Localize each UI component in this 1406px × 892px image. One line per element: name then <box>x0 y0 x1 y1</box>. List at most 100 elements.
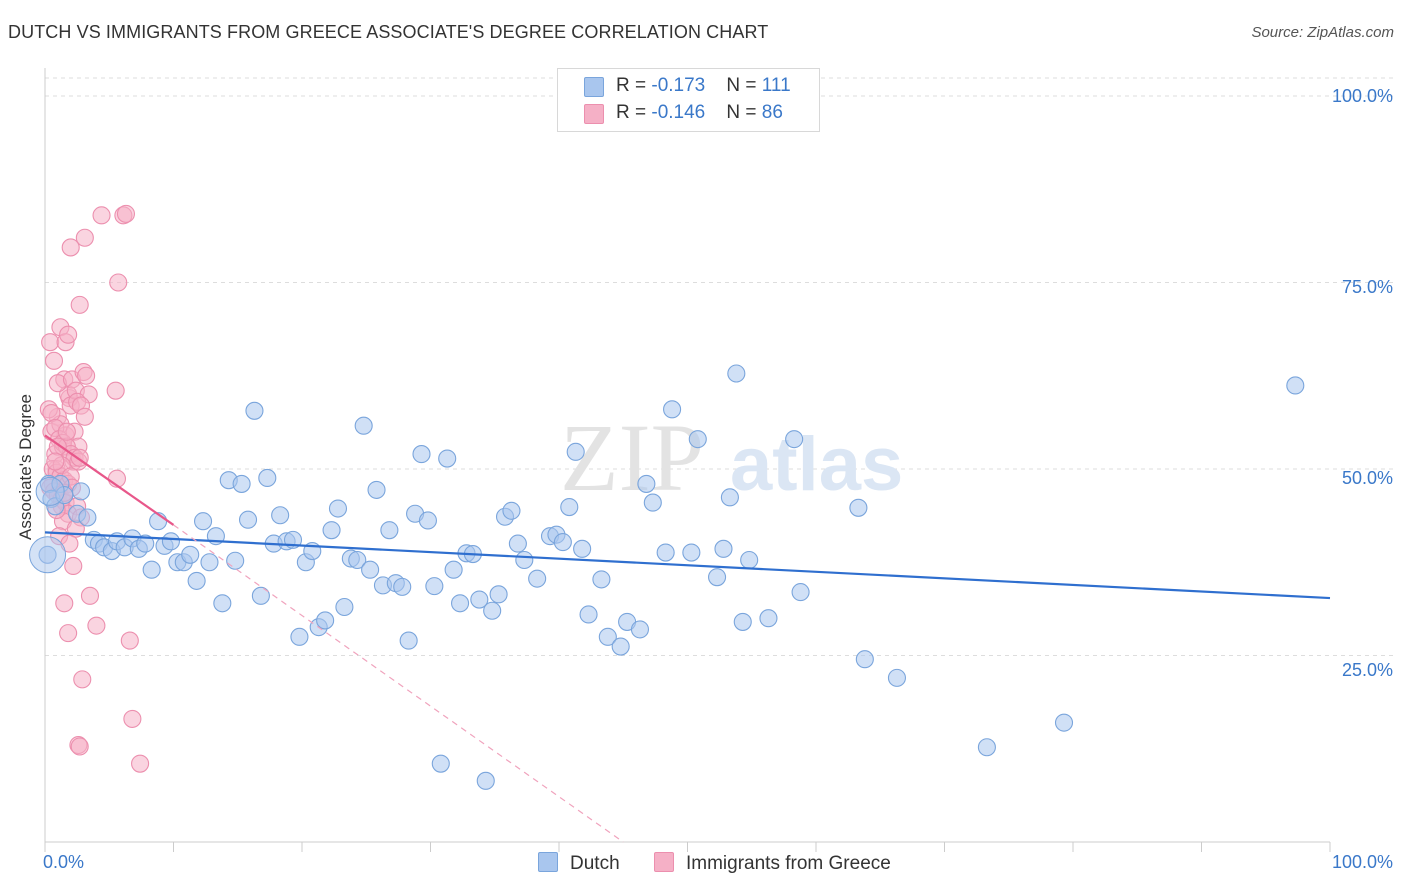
greece-point <box>41 333 60 352</box>
dutch-point <box>977 738 996 757</box>
dutch-point <box>1054 713 1074 732</box>
greece-point <box>46 452 65 471</box>
dutch-trend-line <box>44 531 1331 600</box>
greece-swatch <box>584 104 604 124</box>
dutch-point <box>714 539 733 558</box>
watermark-zip: ZIP <box>560 404 704 511</box>
y-tick-100: 100.0% <box>1331 86 1393 106</box>
dutch-point <box>483 601 502 620</box>
dutch-point <box>451 594 470 613</box>
dutch-point <box>367 480 386 499</box>
dutch-point <box>425 577 444 596</box>
greece-point <box>80 586 100 605</box>
dutch-point <box>476 771 495 790</box>
dutch-point <box>78 508 97 527</box>
dutch-point <box>560 497 579 517</box>
dutch-point <box>849 498 868 517</box>
dutch-point <box>727 364 746 383</box>
dutch-point <box>71 482 91 501</box>
dutch-point <box>553 533 572 552</box>
dutch-point <box>290 627 309 646</box>
watermark: ZIP atlas <box>560 404 903 511</box>
dutch-point <box>733 612 752 631</box>
dutch-point <box>245 401 264 420</box>
dutch-swatch <box>538 852 558 872</box>
greece-swatch <box>654 852 674 872</box>
y-tick-75: 75.0% <box>1341 277 1393 297</box>
dutch-point <box>508 534 527 553</box>
dutch-point <box>573 539 592 558</box>
greece-point <box>70 295 89 314</box>
greece-point <box>42 403 61 423</box>
axes <box>44 68 1331 852</box>
dutch-point <box>322 521 341 540</box>
dutch-point <box>142 560 161 579</box>
greece-point <box>131 754 150 773</box>
dutch-point <box>271 506 290 525</box>
dutch-point <box>502 501 521 520</box>
greece-point <box>64 556 83 576</box>
r-value-greece: -0.146 <box>651 102 706 123</box>
greece-trend-line <box>44 434 175 526</box>
stats-legend: R = -0.173 N = 111 R = -0.146 N = 86 <box>557 68 820 132</box>
greece-point <box>92 206 111 225</box>
dutch-point <box>740 550 759 570</box>
dutch-point <box>348 550 367 570</box>
dutch-point <box>399 631 418 650</box>
dutch-point <box>238 510 258 529</box>
dutch-point <box>444 560 463 579</box>
dutch-point <box>200 553 219 572</box>
source-label: Source: ZipAtlas.com <box>1251 24 1394 41</box>
dutch-point <box>161 532 180 551</box>
dutch-point <box>412 445 431 464</box>
dutch-points <box>29 364 1305 790</box>
greece-point <box>120 631 139 650</box>
dutch-point <box>656 543 675 562</box>
dutch-point <box>663 400 682 419</box>
dutch-point <box>431 754 450 773</box>
dutch-point <box>213 594 232 613</box>
dutch-point <box>759 609 778 628</box>
dutch-swatch <box>584 77 604 97</box>
dutch-point <box>528 569 547 588</box>
greece-point <box>116 204 136 223</box>
dutch-point <box>579 605 598 624</box>
dutch-point <box>226 551 245 570</box>
dutch-point <box>785 430 804 449</box>
dutch-point <box>643 493 662 512</box>
greece-point <box>55 594 74 613</box>
dutch-point <box>258 468 277 488</box>
greece-point <box>106 381 125 400</box>
bottom-legend-greece: Immigrants from Greece <box>654 852 891 875</box>
y-axis-label: Associate's Degree <box>16 394 35 540</box>
dutch-point <box>682 543 701 562</box>
dutch-point <box>335 597 354 617</box>
greece-point <box>44 351 64 370</box>
dutch-legend-label: Dutch <box>570 853 620 874</box>
chart-title: DUTCH VS IMMIGRANTS FROM GREECE ASSOCIAT… <box>8 22 769 42</box>
dutch-point <box>316 611 335 630</box>
greece-point <box>59 325 78 344</box>
trend-lines <box>44 434 1331 843</box>
dutch-point <box>592 570 611 589</box>
dutch-point <box>720 488 739 507</box>
dutch-point <box>181 545 200 564</box>
r-label: R = <box>616 102 652 123</box>
y-tick-50: 50.0% <box>1341 468 1393 488</box>
greece-point <box>75 407 94 426</box>
dutch-point <box>630 620 650 639</box>
greece-point <box>59 624 78 643</box>
greece-point <box>61 238 80 257</box>
n-label: N = <box>726 75 762 96</box>
x-tick-min: 0.0% <box>43 852 85 872</box>
n-value-greece: 86 <box>761 102 783 123</box>
dutch-point <box>194 512 213 531</box>
watermark-atlas: atlas <box>730 422 903 507</box>
dutch-point <box>380 521 399 540</box>
dutch-point <box>187 571 206 590</box>
dutch-point <box>637 474 656 493</box>
y-tick-25: 25.0% <box>1341 660 1393 680</box>
dutch-point <box>598 627 617 646</box>
greece-point <box>109 273 128 292</box>
dutch-point <box>489 585 508 604</box>
